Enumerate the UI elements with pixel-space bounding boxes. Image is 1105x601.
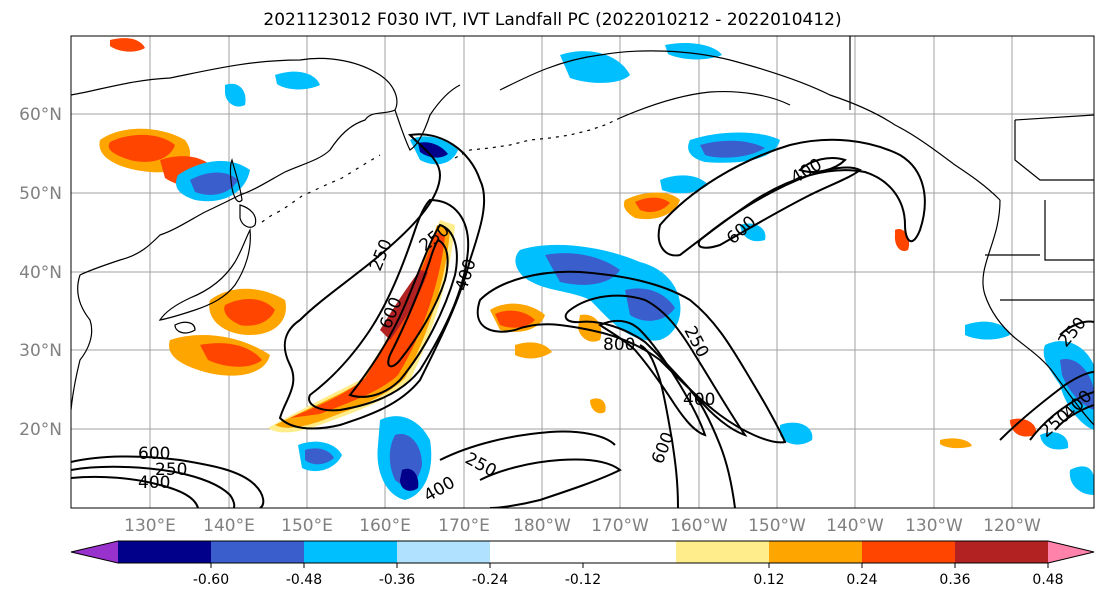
colorbar-tick-label: 0.12 [753,572,784,588]
colorbar-segment [304,541,398,563]
colorbar-extend-high [1048,541,1094,563]
colorbar-outline [70,540,1095,564]
colorbar [70,540,1095,564]
longitude-tick-label: 140°W [826,516,884,536]
colorbar-tick-label: -0.12 [565,572,601,588]
longitude-tick-label: 130°E [124,516,176,536]
colorbar-tick-label: -0.60 [193,572,229,588]
colorbar-segment [862,541,956,563]
colorbar-tick-label: 0.24 [846,572,877,588]
colorbar-segment [583,541,677,563]
longitude-tick-label: 120°W [983,516,1041,536]
longitude-tick-label: 160°W [670,516,728,536]
map-border [70,35,1095,509]
longitude-tick-label: 150°E [281,516,333,536]
longitude-tick-label: 170°E [438,516,490,536]
colorbar-segment [955,541,1049,563]
latitude-tick-label: 50°N [19,184,62,204]
longitude-tick-label: 170°W [591,516,649,536]
latitude-tick-label: 60°N [19,105,62,125]
latitude-tick-label: 20°N [19,420,62,440]
svg-text:600: 600 [138,444,170,464]
colorbar-segment [118,541,212,563]
latitude-labels: 60°N 50°N 40°N 30°N 20°N [19,105,62,440]
colorbar-tick-label: -0.24 [472,572,508,588]
latitude-tick-label: 30°N [19,341,62,361]
ivt-contours [71,133,1094,508]
colorbar-tick-label: 0.36 [939,572,970,588]
colorbar-tick-labels: -0.60 -0.48 -0.36 -0.24 -0.12 0.12 0.24 0.36 0.4… [193,563,1064,588]
ivt-anomaly-shading [99,38,1094,500]
longitude-tick-label: 150°W [748,516,806,536]
colorbar-tick-label: -0.36 [379,572,415,588]
colorbar-segment [490,541,584,563]
map-title: 2021123012 F030 IVT, IVT Landfall PC (20… [263,10,842,30]
svg-text:250: 250 [155,460,187,480]
colorbar-segment [769,541,863,563]
coastlines [71,36,1094,426]
svg-text:800: 800 [603,335,635,355]
colorbar-tick-label: 0.48 [1032,572,1063,588]
svg-text:400: 400 [138,473,170,493]
colorbar-segment [397,541,491,563]
longitude-labels: 130°E 140°E 150°E 160°E 170°E 180°W 170°W 160°W… [124,516,1041,536]
longitude-tick-label: 130°W [905,516,963,536]
longitude-tick-label: 140°E [203,516,255,536]
longitude-tick-label: 160°E [359,516,411,536]
longitude-tick-label: 180°W [513,516,571,536]
colorbar-tick-label: -0.48 [286,572,322,588]
colorbar-segment [211,541,305,563]
svg-text:400: 400 [683,390,715,410]
latitude-tick-label: 40°N [19,263,62,283]
colorbar-segment [676,541,770,563]
colorbar-extend-low [71,541,118,563]
